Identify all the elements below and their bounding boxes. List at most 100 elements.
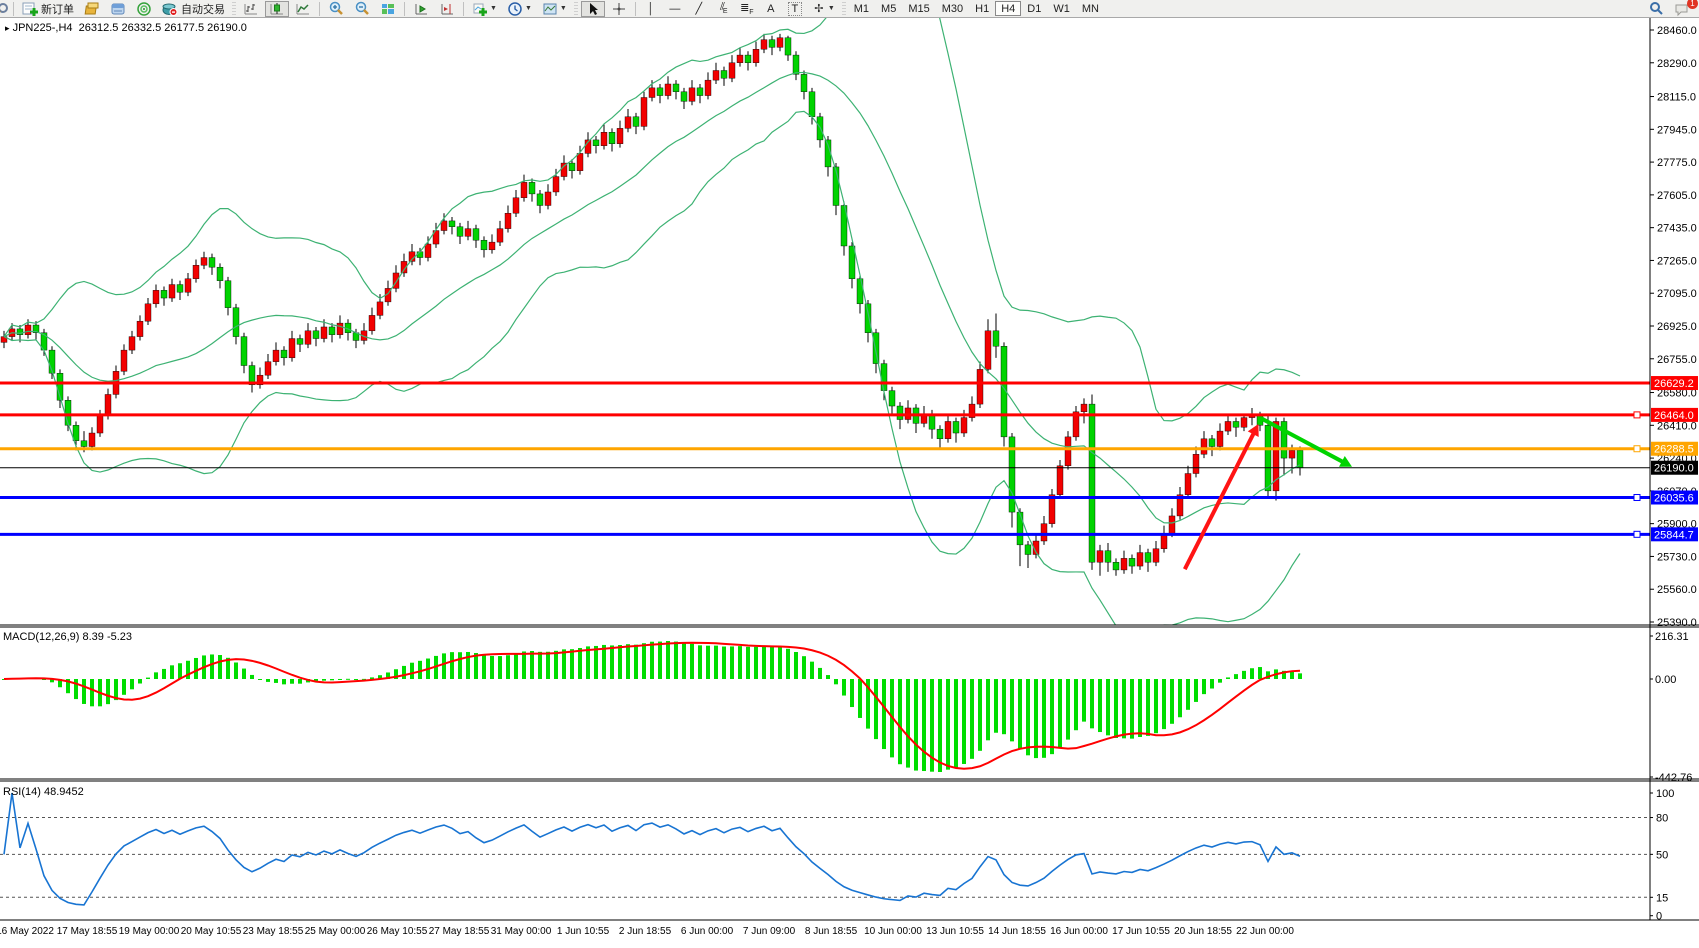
- macd-bar: [1050, 679, 1054, 755]
- price-tag: 26035.6: [1651, 490, 1698, 505]
- price-tick-label: 27775.0: [1657, 157, 1697, 169]
- time-tick-label: 26 May 10:55: [367, 926, 428, 937]
- macd-bar: [394, 669, 398, 679]
- price-tick-label: 28460.0: [1657, 25, 1697, 37]
- text-tool[interactable]: A: [760, 1, 782, 17]
- auto-scroll-button[interactable]: [409, 1, 433, 17]
- new-order-button[interactable]: 新订单: [18, 1, 78, 17]
- macd-bar: [1226, 677, 1230, 679]
- indicators-button[interactable]: ▼: [468, 1, 501, 17]
- tile-windows-button[interactable]: [376, 1, 400, 17]
- time-tick-label: 23 May 18:55: [243, 926, 304, 937]
- timeframe-m15[interactable]: M15: [908, 2, 930, 15]
- macd-bar: [930, 679, 934, 772]
- shapes-tool[interactable]: ✢ ▼: [808, 1, 839, 17]
- macd-bar: [298, 679, 302, 684]
- macd-bar: [314, 679, 318, 683]
- price-tick-label: 27095.0: [1657, 288, 1697, 300]
- macd-bar: [714, 645, 718, 679]
- macd-bar: [1034, 679, 1038, 759]
- channel-icon: ⫽E: [720, 1, 727, 16]
- price-tick-label: 26755.0: [1657, 354, 1697, 366]
- data-window-button[interactable]: [106, 1, 130, 17]
- macd-bar: [906, 679, 910, 768]
- templates-button[interactable]: ▼: [538, 1, 571, 17]
- timeframe-m30[interactable]: M30: [941, 2, 964, 15]
- fibonacci-tool[interactable]: ≣F: [736, 1, 758, 17]
- price-chart-canvas[interactable]: 28460.0 28290.0 28115.0 27945.0 27775.0 27605…: [0, 18, 1699, 943]
- timeframe-w1[interactable]: W1: [1053, 2, 1070, 15]
- macd-bar: [1130, 679, 1134, 739]
- cursor-tool-button[interactable]: [580, 0, 605, 17]
- macd-bar: [1018, 679, 1022, 750]
- equidistant-channel-tool[interactable]: ⫽E: [712, 1, 734, 17]
- macd-bar: [1242, 670, 1246, 679]
- macd-bar: [594, 645, 598, 679]
- macd-bar: [442, 653, 446, 679]
- macd-bar: [1058, 679, 1062, 748]
- macd-bar: [122, 679, 126, 695]
- macd-axis-label: 216.31: [1655, 631, 1689, 643]
- timeframe-m1[interactable]: M1: [853, 2, 870, 15]
- macd-bar: [1266, 671, 1270, 679]
- chart-area[interactable]: ▸ JPN225-,H4 26312.5 26332.5 26177.5 261…: [0, 18, 1699, 943]
- auto-trading-button[interactable]: 自动交易: [158, 1, 229, 17]
- crosshair-tool-button[interactable]: [607, 1, 631, 17]
- macd-bar: [642, 643, 646, 679]
- zoom-in-button[interactable]: [324, 1, 348, 17]
- macd-bar: [778, 646, 782, 679]
- text-label-tool[interactable]: T: [784, 1, 806, 17]
- arrow-head: [1339, 455, 1352, 467]
- price-tick-label: 25390.0: [1657, 617, 1697, 629]
- macd-bar: [690, 643, 694, 679]
- macd-bar: [266, 679, 270, 682]
- macd-bar: [546, 651, 550, 679]
- macd-bar: [586, 646, 590, 679]
- macd-bar: [1178, 679, 1182, 718]
- navigator-button[interactable]: [132, 1, 156, 17]
- macd-bar: [1290, 671, 1294, 679]
- trendline-tool[interactable]: ╱: [688, 1, 710, 17]
- timeframe-h1[interactable]: H1: [975, 2, 990, 15]
- macd-bar: [58, 679, 62, 688]
- zoom-out-button[interactable]: [350, 1, 374, 17]
- macd-bar: [1098, 679, 1102, 733]
- vertical-line-tool[interactable]: │: [640, 1, 662, 17]
- macd-bar: [346, 678, 350, 680]
- timeframe-d1[interactable]: D1: [1027, 2, 1042, 15]
- macd-bar: [498, 656, 502, 679]
- horizontal-line-tool[interactable]: —: [664, 1, 686, 17]
- search-button[interactable]: [1644, 1, 1668, 17]
- time-tick-label: 8 Jun 18:55: [805, 926, 858, 937]
- chevron-down-icon: ▼: [524, 5, 532, 12]
- search-icon[interactable]: [0, 1, 10, 17]
- macd-bar: [602, 644, 606, 679]
- macd-bar: [154, 672, 158, 679]
- macd-bar: [746, 646, 750, 679]
- macd-bar: [370, 677, 374, 679]
- time-tick-label: 31 May 00:00: [491, 926, 552, 937]
- macd-bar: [386, 672, 390, 679]
- chart-shift-button[interactable]: [435, 1, 459, 17]
- macd-bar: [258, 679, 262, 680]
- periods-button[interactable]: ▼: [503, 1, 536, 17]
- timeframe-mn[interactable]: MN: [1081, 2, 1099, 15]
- price-tick-label: 26410.0: [1657, 420, 1697, 432]
- line-chart-button[interactable]: [291, 1, 315, 17]
- market-watch-button[interactable]: [80, 1, 104, 17]
- timeframe-m5[interactable]: M5: [881, 2, 897, 15]
- macd-bar: [282, 679, 286, 685]
- macd-bar: [1106, 679, 1110, 736]
- bar-chart-button[interactable]: [239, 1, 263, 17]
- timeframe-h4[interactable]: H4: [995, 1, 1022, 16]
- macd-bar: [922, 679, 926, 772]
- notifications-button[interactable]: 1: [1670, 0, 1698, 17]
- candlestick-chart-button[interactable]: [265, 0, 289, 17]
- macd-bar: [858, 679, 862, 718]
- svg-text:26190.0: 26190.0: [1654, 463, 1694, 475]
- macd-bar: [1010, 679, 1014, 742]
- macd-bar: [330, 679, 334, 681]
- macd-bar: [762, 646, 766, 679]
- macd-bar: [1170, 679, 1174, 724]
- zoom-in-icon: [328, 1, 344, 17]
